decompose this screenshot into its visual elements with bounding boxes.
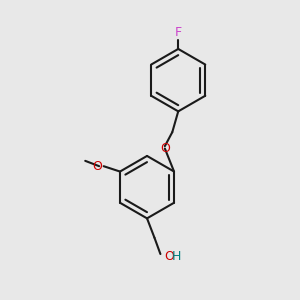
Text: O: O [164, 250, 174, 263]
Text: F: F [175, 26, 182, 38]
Text: O: O [92, 160, 102, 173]
Text: H: H [172, 250, 181, 263]
Text: O: O [160, 142, 170, 155]
